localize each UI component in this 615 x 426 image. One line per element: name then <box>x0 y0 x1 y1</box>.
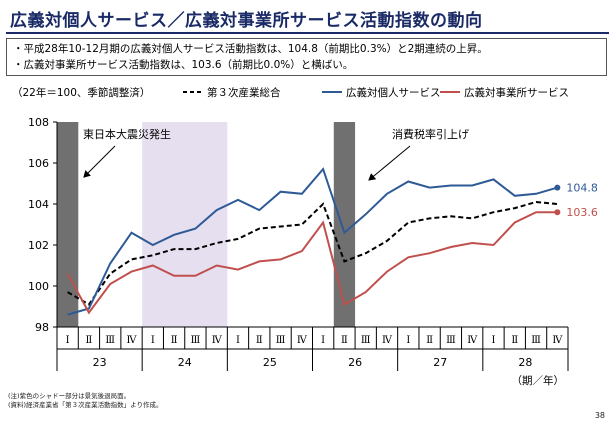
quarter-label-0: Ⅰ <box>66 335 70 346</box>
legend-label-2: 広義対事業所サービス <box>464 86 569 99</box>
summary-line-2: ・広義対事業所サービス活動指数は、103.6（前期比0.0%）と横ばい。 <box>13 59 354 71</box>
year-label-23: 23 <box>93 356 107 369</box>
series-line-0 <box>67 200 558 306</box>
quarter-label-1: Ⅱ <box>86 335 93 346</box>
summary-box: ・平成28年10-12月期の広義対個人サービス活動指数は、104.8（前期比0.… <box>6 38 607 76</box>
shade-layer <box>57 122 356 327</box>
summary-line-1: ・平成28年10-12月期の広義対個人サービス活動指数は、104.8（前期比0.… <box>13 43 488 55</box>
x-axis-title: （期／年） <box>512 374 565 387</box>
footnote-shade: (注)紫色のシャドー部分は景気後退局面。 <box>8 392 131 400</box>
annotation-arrow-1 <box>368 145 411 181</box>
quarter-label-12: Ⅰ <box>321 335 325 346</box>
quarter-label-20: Ⅰ <box>492 335 496 346</box>
series-layer <box>66 167 558 316</box>
legend-label-0: 第３次産業総合 <box>207 86 281 99</box>
shade-band-2 <box>333 122 356 327</box>
annotation-text-1: 消費税率引上げ <box>392 127 469 141</box>
y-tick-label-102: 102 <box>28 239 49 252</box>
quarter-label-5: Ⅱ <box>171 335 178 346</box>
end-label-1: 103.6 <box>566 206 598 219</box>
annotation-text-0: 東日本大震災発生 <box>83 127 171 141</box>
shade-band-1 <box>142 122 228 327</box>
quarter-label-13: Ⅱ <box>341 335 348 346</box>
year-label-28: 28 <box>518 356 532 369</box>
year-label-24: 24 <box>178 356 192 369</box>
end-label-0: 104.8 <box>566 182 598 195</box>
quarter-label-15: Ⅳ <box>382 335 393 346</box>
quarter-label-7: Ⅳ <box>212 335 223 346</box>
legend-label-1: 広義対個人サービス <box>346 86 441 99</box>
quarter-label-14: Ⅲ <box>361 335 371 346</box>
quarter-label-16: Ⅰ <box>406 335 410 346</box>
year-label-25: 25 <box>263 356 277 369</box>
page-number: 38 <box>594 411 605 420</box>
shade-band-0 <box>57 122 79 327</box>
quarter-label-18: Ⅲ <box>446 335 456 346</box>
series-line-1 <box>67 167 558 316</box>
quarter-label-17: Ⅱ <box>426 335 433 346</box>
quarter-label-22: Ⅲ <box>531 335 541 346</box>
quarter-label-8: Ⅰ <box>236 335 240 346</box>
y-tick-label-106: 106 <box>28 157 49 170</box>
series-line-2 <box>66 211 558 315</box>
quarter-label-3: Ⅳ <box>127 335 138 346</box>
quarter-label-10: Ⅲ <box>276 335 286 346</box>
quarter-label-11: Ⅳ <box>297 335 308 346</box>
y-tick-label-98: 98 <box>35 321 49 334</box>
label-layer: （22年＝100、季節調整済） 第３次産業総合 広義対個人サービス 広義対事業所サービ… <box>12 86 598 219</box>
quarter-label-21: Ⅱ <box>511 335 518 346</box>
end-marker-0 <box>554 184 561 191</box>
page-title: 広義対個人サービス／広義対事業所サービス活動指数の動向 <box>10 11 483 31</box>
year-label-27: 27 <box>433 356 447 369</box>
title-underline <box>6 32 609 34</box>
quarter-label-6: Ⅲ <box>191 335 201 346</box>
footnote-source: (資料)経済産業省「第３次産業活動指数」より作成。 <box>8 401 163 409</box>
quarter-label-23: Ⅳ <box>552 335 563 346</box>
annotation-arrow-0 <box>83 145 116 178</box>
quarter-label-9: Ⅱ <box>256 335 263 346</box>
footnotes: (注)紫色のシャドー部分は景気後退局面。 (資料)経済産業省「第３次産業活動指数… <box>8 392 162 410</box>
quarter-label-19: Ⅳ <box>467 335 478 346</box>
end-marker-1 <box>554 209 561 216</box>
year-label-26: 26 <box>348 356 362 369</box>
unit-note: （22年＝100、季節調整済） <box>12 86 150 99</box>
quarter-label-4: Ⅰ <box>151 335 155 346</box>
y-tick-label-100: 100 <box>28 280 49 293</box>
quarter-label-2: Ⅲ <box>105 335 115 346</box>
y-tick-label-108: 108 <box>28 116 49 129</box>
y-tick-label-104: 104 <box>28 198 49 211</box>
